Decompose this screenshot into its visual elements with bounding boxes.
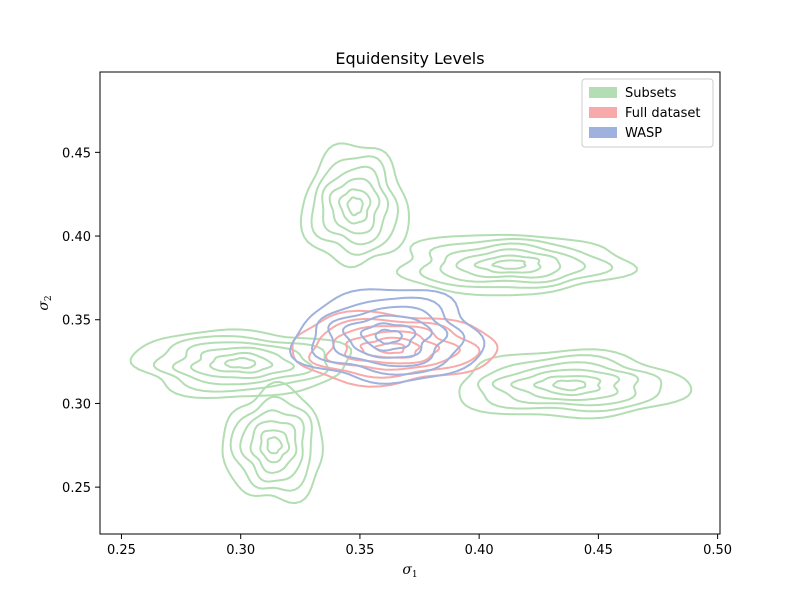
contour-subsets-2-level-2 — [171, 341, 314, 386]
contour-subsets-4-level-5 — [266, 436, 283, 455]
x-tick-label: 0.30 — [226, 543, 255, 558]
y-axis: 0.25 0.30 0.35 0.40 0.45 — [62, 146, 100, 496]
y-tick-label: 0.25 — [62, 481, 91, 496]
y-tick-label: 0.40 — [62, 230, 91, 245]
legend-swatch-subsets — [589, 87, 617, 98]
chart-title: Equidensity Levels — [335, 49, 484, 68]
contour-subsets-0-level-1 — [310, 155, 399, 256]
contour-subsets-2-level-1 — [152, 335, 329, 393]
contour-subsets-4-level-2 — [239, 409, 305, 483]
contour-wasp-0-level-0 — [289, 288, 486, 385]
series-subsets — [129, 142, 693, 505]
contour-subsets-4-level-4 — [259, 429, 291, 464]
y-tick-label: 0.30 — [62, 397, 91, 412]
contour-subsets-1-level-2 — [439, 242, 587, 284]
contour-subsets-0-level-0 — [299, 142, 410, 269]
contour-subsets-1-level-4 — [473, 254, 542, 274]
contour-subsets-3-level-0 — [458, 348, 693, 420]
contour-subsets-3-level-4 — [533, 375, 602, 397]
series-wasp — [289, 288, 486, 385]
contour-full-dataset-0-level-2 — [324, 325, 461, 371]
contour-wasp-0-level-1 — [311, 296, 466, 376]
contour-subsets-1-level-3 — [455, 248, 562, 279]
contour-subsets-1-level-0 — [396, 233, 638, 297]
legend-label-full-dataset: Full dataset — [625, 106, 701, 121]
y-tick-label: 0.45 — [62, 146, 91, 161]
x-tick-label: 0.40 — [465, 543, 494, 558]
contour-subsets-0-level-5 — [346, 196, 364, 217]
y-tick-label: 0.35 — [62, 314, 91, 329]
x-tick-label: 0.50 — [703, 543, 732, 558]
x-axis: 0.25 0.30 0.35 0.40 0.45 0.50 — [107, 534, 732, 558]
legend-label-wasp: WASP — [625, 126, 662, 141]
contour-wasp-0-level-5 — [374, 328, 403, 345]
contour-subsets-0-level-2 — [321, 165, 390, 246]
legend-label-subsets: Subsets — [625, 86, 677, 101]
contour-subsets-3-level-1 — [477, 354, 663, 413]
contour-layer — [129, 142, 693, 505]
x-tick-label: 0.45 — [584, 543, 613, 558]
contour-subsets-1-level-1 — [418, 238, 614, 289]
contour-wasp-0-level-4 — [359, 322, 417, 352]
contour-subsets-3-level-3 — [510, 368, 621, 401]
plot-frame — [99, 71, 721, 535]
contour-subsets-0-level-3 — [328, 177, 381, 235]
contour-subsets-0-level-4 — [338, 188, 372, 225]
contour-subsets-4-level-0 — [221, 380, 324, 505]
contour-subsets-4-level-3 — [249, 420, 298, 474]
contour-subsets-2-level-4 — [209, 351, 274, 374]
x-axis-label: σ1 — [402, 562, 417, 580]
legend: Subsets Full dataset WASP — [581, 78, 714, 148]
legend-swatch-full-dataset — [589, 107, 617, 118]
contour-subsets-2-level-3 — [190, 346, 295, 379]
x-tick-label: 0.35 — [345, 543, 374, 558]
x-tick-label: 0.25 — [107, 543, 136, 558]
contour-subsets-2-level-5 — [224, 357, 257, 369]
contour-wasp-0-level-2 — [327, 305, 449, 368]
contour-subsets-3-level-5 — [552, 379, 587, 392]
contour-subsets-4-level-1 — [229, 395, 313, 492]
legend-swatch-wasp — [589, 127, 617, 138]
y-axis-label: σ2 — [36, 295, 54, 310]
contour-subsets-3-level-2 — [491, 361, 640, 407]
contour-wasp-0-level-3 — [342, 314, 433, 359]
contour-subsets-1-level-5 — [491, 259, 527, 270]
